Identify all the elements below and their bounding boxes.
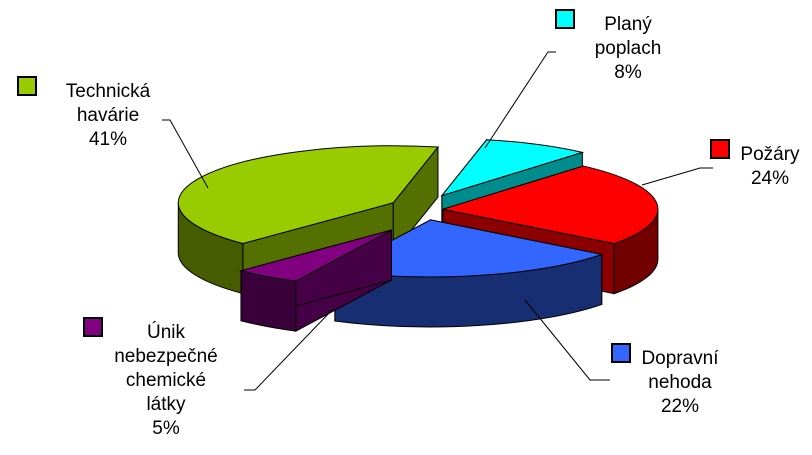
slice-name-label: Planý [604, 14, 652, 35]
slice-top [177, 145, 439, 245]
leader-line [162, 119, 209, 189]
legend-swatch [83, 317, 103, 337]
slice-name-label: nebezpečné [114, 346, 218, 367]
slice-top [239, 229, 392, 282]
slice-name-label: havárie [77, 105, 139, 126]
slice-percent-label: 8% [614, 62, 642, 83]
slice-name-label: Požáry [740, 144, 800, 165]
leader-line [641, 167, 713, 186]
pie-slice [239, 229, 392, 332]
slice-percent-label: 41% [89, 129, 127, 150]
slice-name-label: Technická [66, 81, 151, 102]
leader-line [484, 51, 556, 149]
pie-slices [177, 138, 659, 332]
slice-name-label: látky [146, 394, 186, 415]
slice-name-label: Únik [147, 321, 186, 343]
slice-labels: Planý poplach 8% Požáry 24% Dopravní nehoda 22%… [17, 9, 800, 439]
slice-percent-label: 24% [751, 168, 789, 189]
legend-swatch [17, 76, 37, 96]
leader-lines [162, 51, 713, 391]
slice-percent-label: 5% [152, 418, 180, 439]
slice-name-label: Dopravní [641, 348, 719, 369]
slice-top [442, 165, 659, 245]
slice-percent-label: 22% [661, 396, 699, 417]
legend-swatch [555, 9, 575, 29]
slice-top [440, 139, 585, 197]
slice-name-label: poplach [595, 38, 662, 59]
legend-swatch [710, 139, 730, 159]
slice-name-label: chemické [126, 370, 206, 391]
legend-swatch [611, 343, 631, 363]
leader-line [244, 309, 333, 391]
pie-slice [177, 145, 439, 295]
slice-name-label: nehoda [648, 372, 712, 393]
leader-line [524, 299, 610, 381]
